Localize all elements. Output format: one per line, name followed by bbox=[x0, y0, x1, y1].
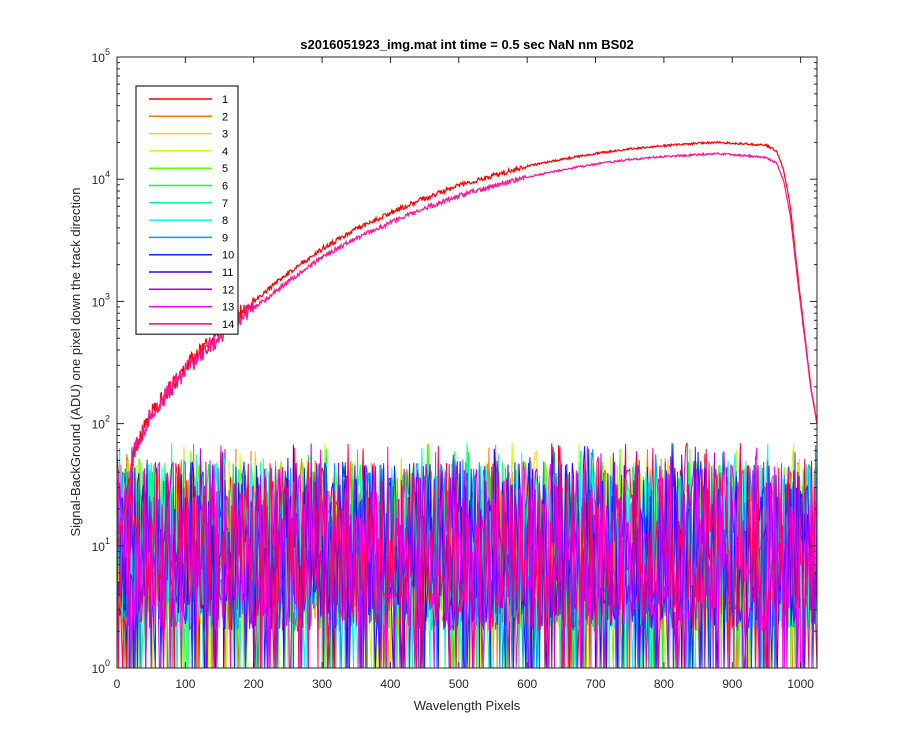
x-tick-label: 900 bbox=[722, 677, 742, 691]
x-axis-label: Wavelength Pixels bbox=[414, 698, 521, 713]
legend-label-9: 9 bbox=[222, 232, 228, 244]
y-tick-label: 103 bbox=[92, 291, 110, 309]
x-tick-label: 300 bbox=[312, 677, 332, 691]
plot-frame bbox=[116, 56, 818, 669]
y-axis-label: Signal-BackGround (ADU) one pixel down t… bbox=[68, 187, 83, 536]
y-tick-label: 105 bbox=[92, 47, 110, 65]
y-tick-label: 102 bbox=[92, 414, 110, 432]
legend-label-7: 7 bbox=[222, 198, 228, 210]
legend-label-12: 12 bbox=[222, 284, 234, 296]
legend-label-1: 1 bbox=[222, 94, 228, 106]
legend-label-14: 14 bbox=[222, 319, 234, 331]
y-tick-label: 101 bbox=[92, 536, 110, 554]
legend-label-11: 11 bbox=[222, 267, 233, 279]
x-tick-label: 600 bbox=[517, 677, 537, 691]
legend-label-3: 3 bbox=[222, 129, 228, 141]
x-tick-label: 1000 bbox=[787, 677, 814, 691]
legend-label-6: 6 bbox=[222, 181, 228, 193]
legend-label-5: 5 bbox=[222, 163, 228, 175]
noise-trace-13 bbox=[116, 445, 818, 669]
legend-label-13: 13 bbox=[222, 302, 234, 314]
x-axis: 0 100 200 300 400 500 600 700 800 900 1000 bbox=[114, 57, 814, 691]
y-tick-label: 100 bbox=[92, 658, 110, 676]
legend-label-2: 2 bbox=[222, 111, 228, 123]
x-tick-label: 700 bbox=[586, 677, 606, 691]
y-tick-label: 104 bbox=[92, 169, 110, 187]
x-tick-label: 100 bbox=[175, 677, 195, 691]
x-tick-label: 0 bbox=[114, 677, 121, 691]
x-tick-label: 200 bbox=[244, 677, 264, 691]
legend-box bbox=[135, 85, 239, 335]
x-tick-label: 500 bbox=[449, 677, 469, 691]
x-tick-label: 800 bbox=[654, 677, 674, 691]
noise-trace-14 bbox=[116, 442, 818, 669]
x-tick-label: 400 bbox=[380, 677, 400, 691]
legend-label-8: 8 bbox=[222, 215, 228, 227]
legend-label-4: 4 bbox=[222, 146, 228, 158]
legend-label-10: 10 bbox=[222, 250, 234, 262]
chart-title: s2016051923_img.mat int time = 0.5 sec N… bbox=[300, 37, 634, 52]
